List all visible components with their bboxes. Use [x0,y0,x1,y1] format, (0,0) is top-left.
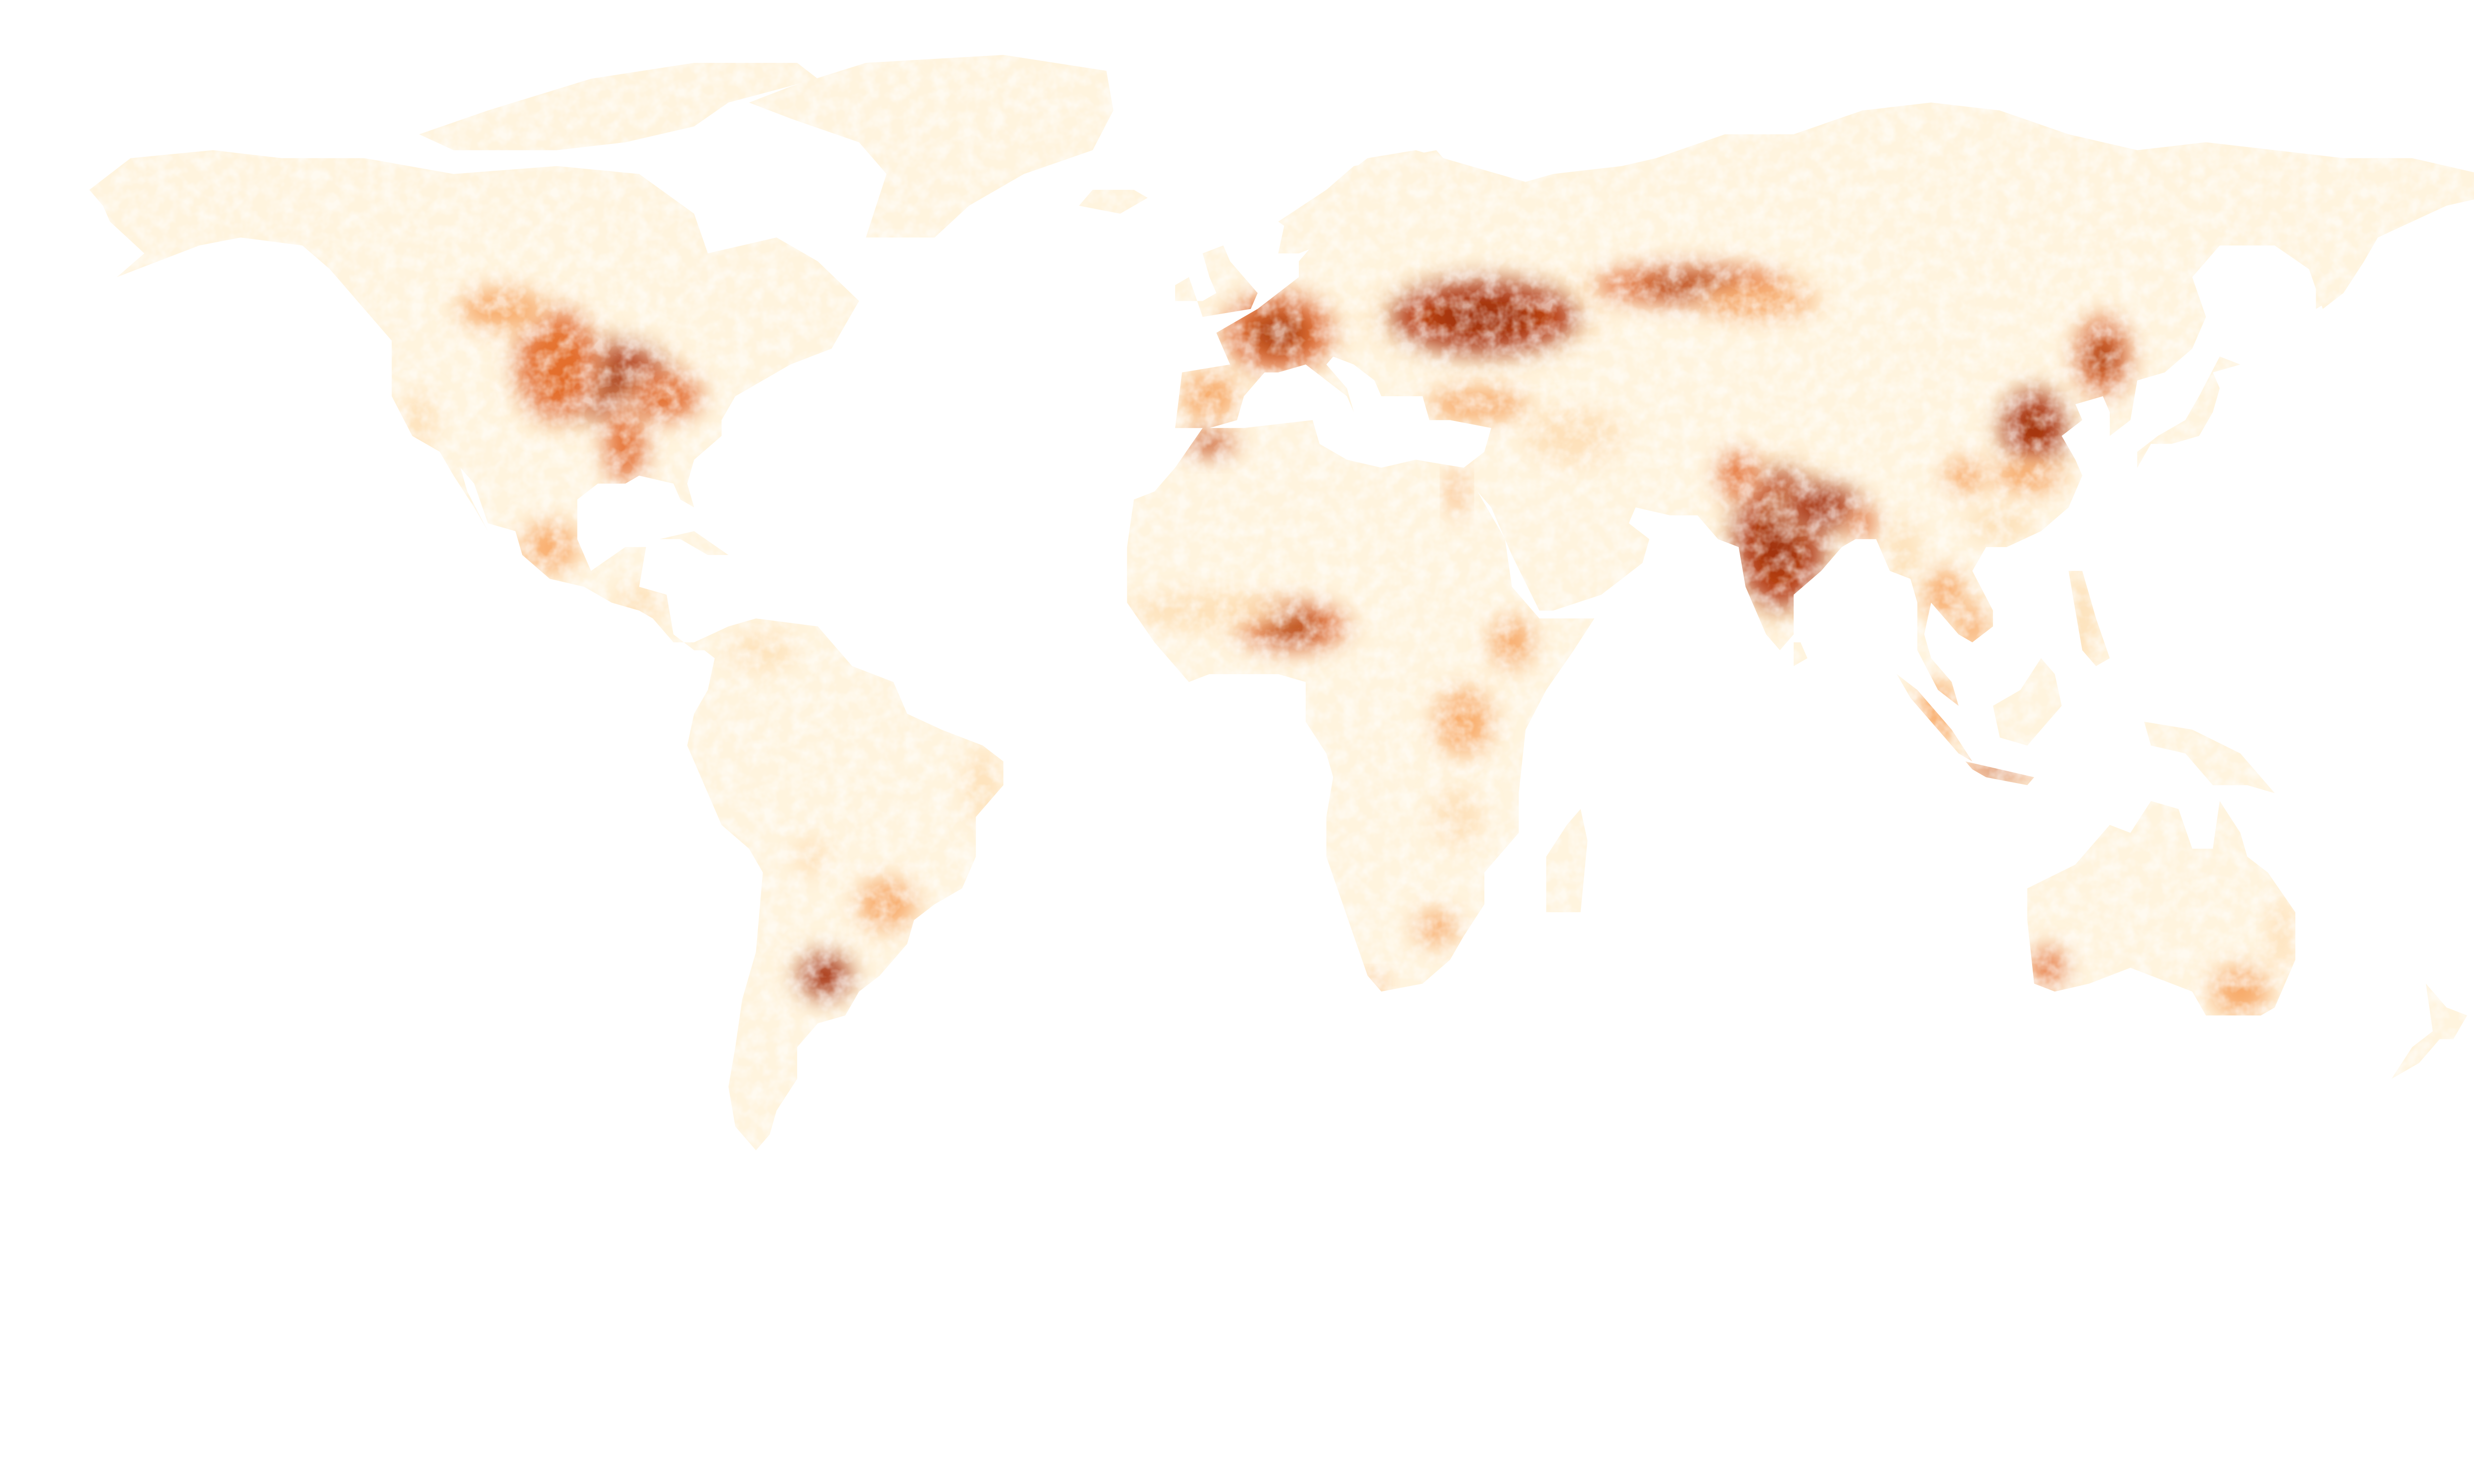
world-map [89,55,2474,1151]
